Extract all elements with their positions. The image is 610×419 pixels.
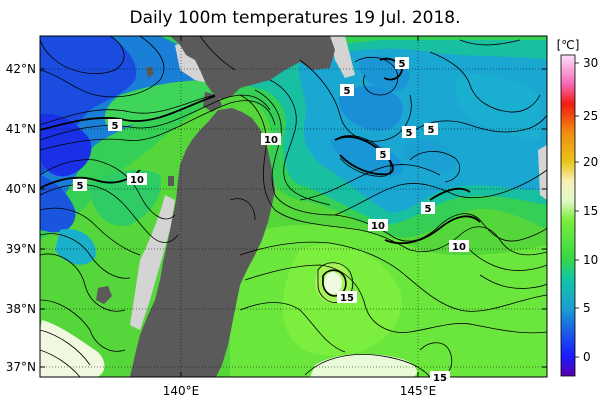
lon-label: 145°E [400,384,437,398]
contour-label: 10 [449,240,469,253]
contour-label: 5 [421,202,435,215]
lat-label: 38°N [6,302,36,316]
lat-label: 42°N [6,62,36,76]
contour-labels: 5 5 5 5 5 5 5 5 10 10 10 10 15 15 [73,57,469,384]
colorbar-tick: 20 [583,155,598,169]
lon-label: 140°E [163,384,200,398]
svg-text:5: 5 [399,59,406,70]
svg-text:10: 10 [130,175,144,186]
graticule [40,36,547,377]
svg-text:5: 5 [425,204,432,215]
colorbar-tick: 5 [583,301,591,315]
svg-text:5: 5 [406,128,413,139]
lat-label: 41°N [6,122,36,136]
svg-text:10: 10 [452,242,466,253]
contour-label: 5 [376,148,390,161]
contour-label: 5 [108,119,122,132]
map-frame [39,35,548,378]
svg-text:5: 5 [112,121,119,132]
colorbar-tick: 30 [583,56,598,70]
colorbar-tick: 0 [583,350,591,364]
temperature-field [40,36,547,377]
colorbar-unit: [℃] [557,38,580,52]
contour-label: 10 [368,219,388,232]
contour-label: 5 [424,123,438,136]
contour-label: 5 [395,57,409,70]
colorbar: [℃] 30 25 20 15 10 5 0 [557,38,598,377]
colorbar-tick: 25 [583,109,598,123]
colorbar-tick: 15 [583,204,598,218]
contour-label: 15 [430,371,450,384]
lat-label: 40°N [6,182,36,196]
contour-label: 5 [402,126,416,139]
colorbar-tick: 10 [583,253,598,267]
svg-text:5: 5 [380,150,387,161]
contour-label: 10 [261,133,281,146]
colorbar-scale [560,54,576,377]
contour-label: 5 [73,179,87,192]
axis-ticks [40,36,547,377]
svg-text:5: 5 [77,181,84,192]
svg-text:10: 10 [264,135,278,146]
longitude-labels: 140°E 145°E [163,384,437,398]
map-title: Daily 100m temperatures 19 Jul. 2018. [129,8,461,28]
contour-label: 10 [127,173,147,186]
contour-label: 15 [337,291,357,304]
svg-text:15: 15 [433,373,447,384]
svg-text:5: 5 [344,86,351,97]
lat-label: 39°N [6,242,36,256]
lat-label: 37°N [6,360,36,374]
svg-text:10: 10 [371,221,385,232]
contour-label: 5 [340,84,354,97]
latitude-labels: 42°N 41°N 40°N 39°N 38°N 37°N [6,62,36,374]
svg-text:15: 15 [340,293,354,304]
svg-text:5: 5 [428,125,435,136]
